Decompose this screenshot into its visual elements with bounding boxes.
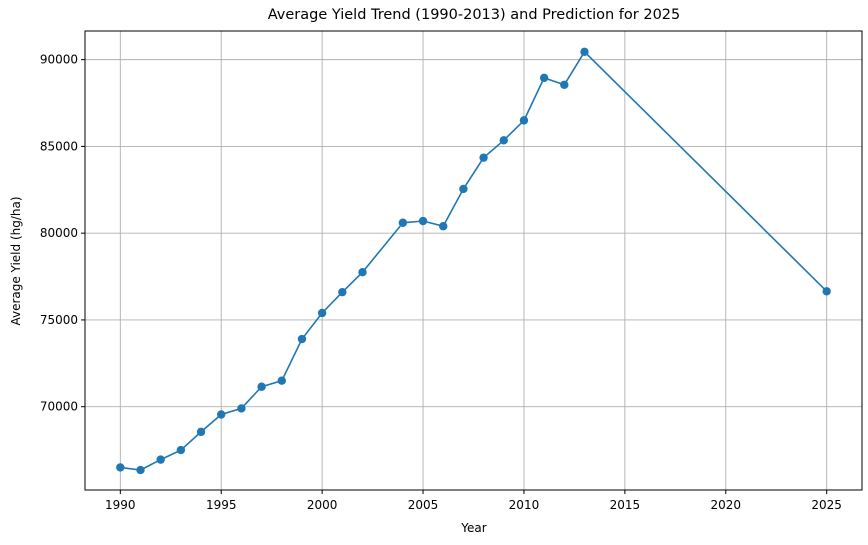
data-point [459,184,468,194]
data-point [822,287,831,296]
x-axis-label: Year [460,521,486,535]
data-point [580,47,589,57]
data-point [196,427,206,437]
x-tick-label: 2025 [811,498,842,512]
data-point [156,455,165,464]
data-point [398,218,408,227]
series-average-yield [116,47,831,475]
x-axis: 1990 1995 2000 2005 2010 2015 2020 2025 [105,490,842,512]
x-tick-label: 2000 [307,498,338,512]
data-point [338,287,347,297]
y-tick-label: 75000 [40,313,78,327]
chart-title: Average Yield Trend (1990-2013) and Pred… [268,7,681,23]
data-point [358,268,367,277]
x-tick-label: 2015 [610,498,641,512]
y-tick-label: 85000 [40,139,78,153]
data-point [217,410,226,419]
data-point [499,136,508,145]
x-tick-label: 2010 [509,498,540,512]
data-point [418,216,428,226]
data-point [539,73,549,83]
data-point [479,153,488,162]
y-tick-label: 80000 [40,226,78,240]
series-line [120,50,828,471]
x-tick-label: 2020 [710,498,741,512]
y-tick-label: 70000 [40,400,78,414]
data-point [560,80,569,89]
x-tick-label: 1990 [105,498,136,512]
x-tick-label: 1995 [206,498,237,512]
y-axis: 70000 75000 80000 85000 90000 [40,53,85,414]
data-point [237,404,246,413]
data-point [136,465,145,475]
y-axis-label: Average Yield (hg/ha) [9,196,23,325]
data-point [519,116,529,125]
grid [85,31,862,490]
data-point [116,463,125,472]
data-point [317,308,327,318]
data-point [439,222,448,231]
plot-frame [84,30,863,491]
y-tick-label: 90000 [40,53,78,67]
data-point [176,445,186,455]
data-point [297,334,307,344]
x-tick-label: 2005 [408,498,439,512]
data-point [257,382,266,391]
data-point [277,376,286,385]
